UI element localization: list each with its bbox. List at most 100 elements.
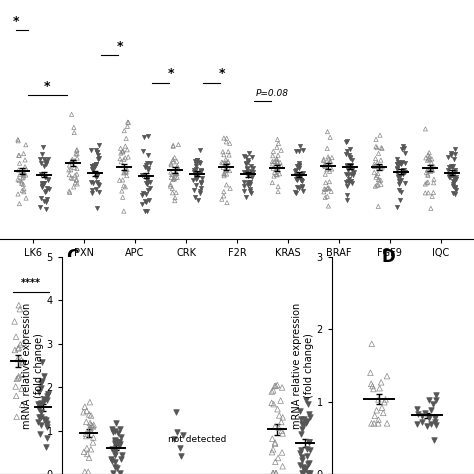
Point xyxy=(377,379,385,386)
Point xyxy=(15,374,22,382)
Point xyxy=(170,175,178,182)
Text: C: C xyxy=(66,248,79,266)
Point xyxy=(344,171,352,178)
Point xyxy=(293,183,301,191)
Point xyxy=(320,188,328,196)
Point xyxy=(245,180,252,187)
Point xyxy=(343,137,350,145)
Point xyxy=(73,175,81,183)
Point xyxy=(81,468,89,474)
Point xyxy=(248,153,255,160)
Point xyxy=(296,142,303,149)
Point xyxy=(296,164,303,172)
Point xyxy=(90,166,97,174)
Point xyxy=(246,185,254,192)
Point xyxy=(194,196,201,203)
Point xyxy=(173,157,181,165)
Point xyxy=(220,192,228,200)
Point xyxy=(371,160,378,168)
Point xyxy=(92,185,100,192)
Point xyxy=(192,181,200,189)
Point xyxy=(274,183,282,191)
Point xyxy=(122,135,130,142)
Point xyxy=(399,145,406,153)
Point xyxy=(87,421,95,428)
Point xyxy=(300,187,307,194)
Point xyxy=(222,159,230,166)
Point xyxy=(248,173,256,181)
Point xyxy=(371,163,378,170)
Point xyxy=(43,423,51,430)
Point xyxy=(20,188,27,195)
Point xyxy=(413,405,421,413)
Point xyxy=(307,446,314,454)
Point xyxy=(292,147,300,155)
Point xyxy=(370,419,378,427)
Point xyxy=(447,163,455,170)
Point xyxy=(167,160,175,168)
Point xyxy=(85,410,93,418)
Text: D: D xyxy=(382,248,395,266)
Point xyxy=(299,146,307,154)
Point xyxy=(268,435,276,442)
Point xyxy=(145,178,152,186)
Point xyxy=(272,382,280,390)
Point xyxy=(296,159,303,167)
Point xyxy=(144,151,152,159)
Point xyxy=(225,151,233,159)
Point xyxy=(38,180,46,188)
Point xyxy=(17,341,24,348)
Point xyxy=(299,426,306,433)
Point xyxy=(275,424,283,431)
Point xyxy=(327,134,334,141)
Point xyxy=(93,148,100,155)
Point xyxy=(92,173,100,180)
Point xyxy=(343,161,350,168)
Point xyxy=(169,155,177,163)
Point xyxy=(192,175,200,182)
Point xyxy=(139,190,147,197)
Point xyxy=(278,427,286,435)
Point xyxy=(41,173,48,181)
Point xyxy=(70,124,78,131)
Point xyxy=(306,438,313,446)
Point xyxy=(37,171,45,178)
Point xyxy=(67,174,75,182)
Point xyxy=(304,401,312,408)
Point xyxy=(448,171,456,179)
Point xyxy=(374,181,382,189)
Point xyxy=(68,158,76,166)
Point xyxy=(451,184,458,191)
Point xyxy=(224,158,232,166)
Point xyxy=(428,159,435,166)
Point xyxy=(218,158,226,166)
Point xyxy=(87,424,94,432)
Point xyxy=(222,160,230,167)
Point xyxy=(424,422,431,429)
Point xyxy=(296,407,303,415)
Point xyxy=(43,396,51,403)
Point xyxy=(383,419,391,427)
Point xyxy=(326,178,333,185)
Point xyxy=(245,172,252,180)
Point xyxy=(273,171,281,179)
Point xyxy=(111,436,118,444)
Point xyxy=(346,162,353,169)
Point xyxy=(19,359,27,366)
Point xyxy=(393,164,401,172)
Point xyxy=(418,412,426,419)
Point xyxy=(374,396,382,403)
Point xyxy=(35,400,42,407)
Point xyxy=(171,194,179,201)
Point xyxy=(91,162,99,170)
Point xyxy=(68,157,75,164)
Point xyxy=(167,173,175,181)
Point xyxy=(143,176,150,183)
Point xyxy=(247,162,255,169)
Point xyxy=(376,384,383,392)
Point xyxy=(219,159,227,166)
Point xyxy=(397,188,404,196)
Point xyxy=(120,156,128,164)
Point xyxy=(80,448,88,456)
Point xyxy=(22,165,30,173)
